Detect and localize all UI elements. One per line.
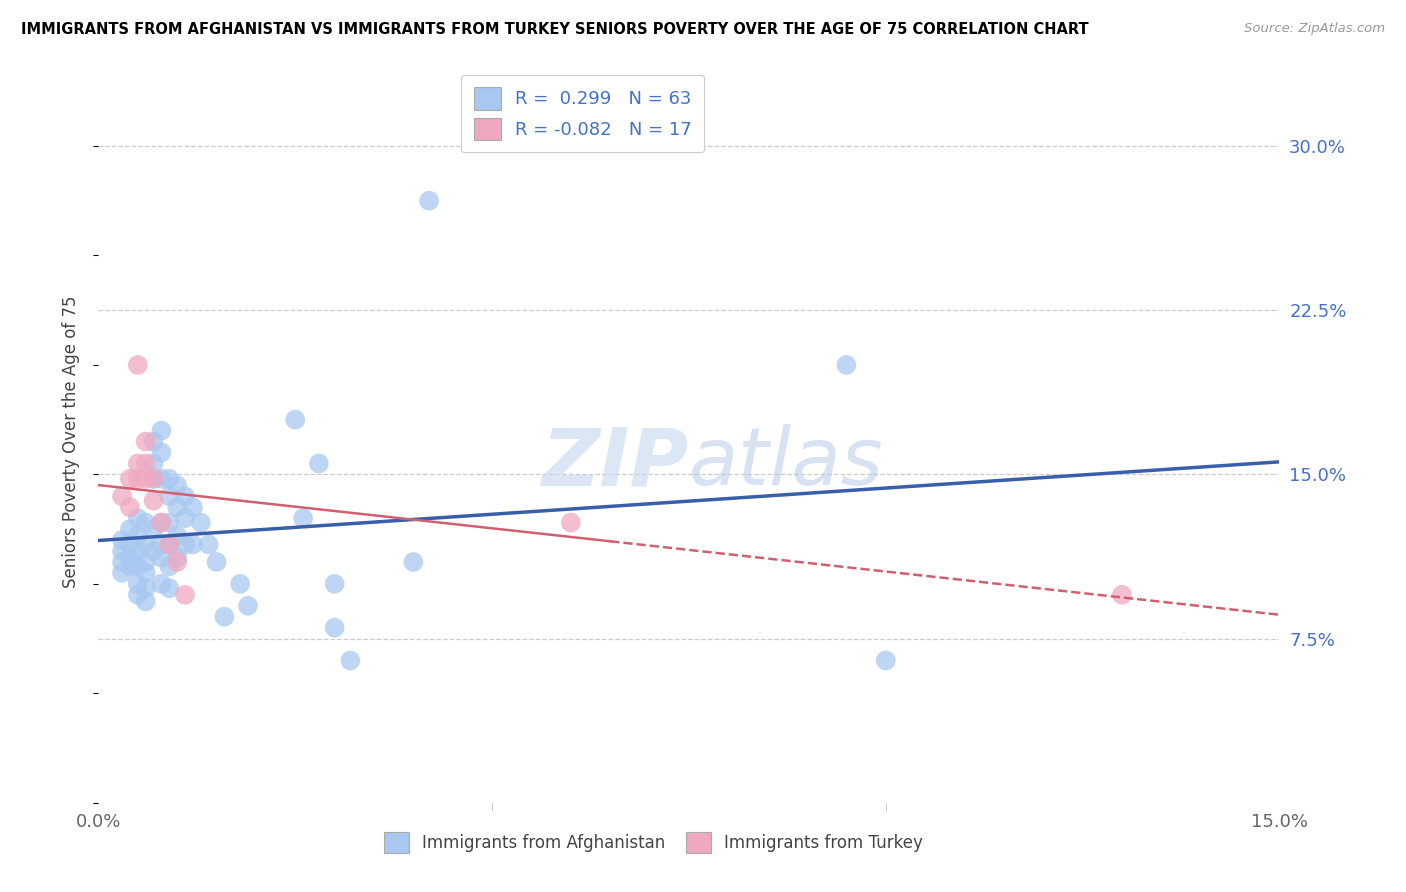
- Point: [190, 516, 212, 530]
- Point: [127, 472, 149, 486]
- Point: [205, 555, 228, 569]
- Point: [127, 577, 149, 591]
- Point: [150, 472, 173, 486]
- Point: [166, 478, 188, 492]
- Point: [150, 445, 173, 459]
- Point: [157, 516, 180, 530]
- Point: [135, 516, 157, 530]
- Point: [197, 537, 219, 551]
- Point: [135, 472, 157, 486]
- Point: [118, 472, 141, 486]
- Point: [214, 609, 236, 624]
- Point: [835, 358, 858, 372]
- Point: [157, 559, 180, 574]
- Point: [418, 194, 440, 208]
- Point: [127, 511, 149, 525]
- Point: [111, 555, 134, 569]
- Point: [111, 544, 134, 558]
- Point: [166, 529, 188, 543]
- Point: [560, 516, 582, 530]
- Point: [135, 581, 157, 595]
- Point: [150, 424, 173, 438]
- Point: [150, 516, 173, 530]
- Point: [229, 577, 252, 591]
- Point: [150, 537, 173, 551]
- Point: [166, 500, 188, 515]
- Text: Source: ZipAtlas.com: Source: ZipAtlas.com: [1244, 22, 1385, 36]
- Point: [135, 457, 157, 471]
- Point: [127, 544, 149, 558]
- Point: [157, 537, 180, 551]
- Point: [339, 653, 361, 667]
- Point: [150, 577, 173, 591]
- Point: [236, 599, 259, 613]
- Point: [142, 434, 165, 449]
- Point: [111, 566, 134, 580]
- Point: [174, 588, 197, 602]
- Point: [142, 472, 165, 486]
- Point: [1111, 588, 1133, 602]
- Point: [174, 511, 197, 525]
- Text: IMMIGRANTS FROM AFGHANISTAN VS IMMIGRANTS FROM TURKEY SENIORS POVERTY OVER THE A: IMMIGRANTS FROM AFGHANISTAN VS IMMIGRANT…: [21, 22, 1088, 37]
- Text: atlas: atlas: [689, 425, 884, 502]
- Legend: Immigrants from Afghanistan, Immigrants from Turkey: Immigrants from Afghanistan, Immigrants …: [377, 826, 929, 860]
- Point: [127, 529, 149, 543]
- Point: [150, 550, 173, 565]
- Point: [308, 457, 330, 471]
- Point: [127, 457, 149, 471]
- Point: [166, 550, 188, 565]
- Point: [174, 489, 197, 503]
- Point: [111, 533, 134, 547]
- Point: [142, 493, 165, 508]
- Point: [142, 472, 165, 486]
- Point: [292, 511, 315, 525]
- Point: [135, 594, 157, 608]
- Point: [142, 522, 165, 536]
- Point: [118, 500, 141, 515]
- Point: [174, 537, 197, 551]
- Point: [166, 555, 188, 569]
- Point: [150, 516, 173, 530]
- Point: [142, 457, 165, 471]
- Point: [127, 559, 149, 574]
- Y-axis label: Seniors Poverty Over the Age of 75: Seniors Poverty Over the Age of 75: [62, 295, 80, 588]
- Point: [323, 621, 346, 635]
- Point: [127, 588, 149, 602]
- Point: [135, 537, 157, 551]
- Point: [157, 537, 180, 551]
- Point: [402, 555, 425, 569]
- Point: [181, 500, 204, 515]
- Point: [875, 653, 897, 667]
- Point: [127, 358, 149, 372]
- Point: [135, 566, 157, 580]
- Point: [111, 489, 134, 503]
- Point: [157, 489, 180, 503]
- Point: [157, 472, 180, 486]
- Point: [118, 559, 141, 574]
- Point: [181, 537, 204, 551]
- Point: [142, 544, 165, 558]
- Text: ZIP: ZIP: [541, 425, 689, 502]
- Point: [157, 581, 180, 595]
- Point: [135, 434, 157, 449]
- Point: [323, 577, 346, 591]
- Point: [118, 522, 141, 536]
- Point: [135, 555, 157, 569]
- Point: [118, 550, 141, 565]
- Point: [284, 412, 307, 426]
- Point: [118, 537, 141, 551]
